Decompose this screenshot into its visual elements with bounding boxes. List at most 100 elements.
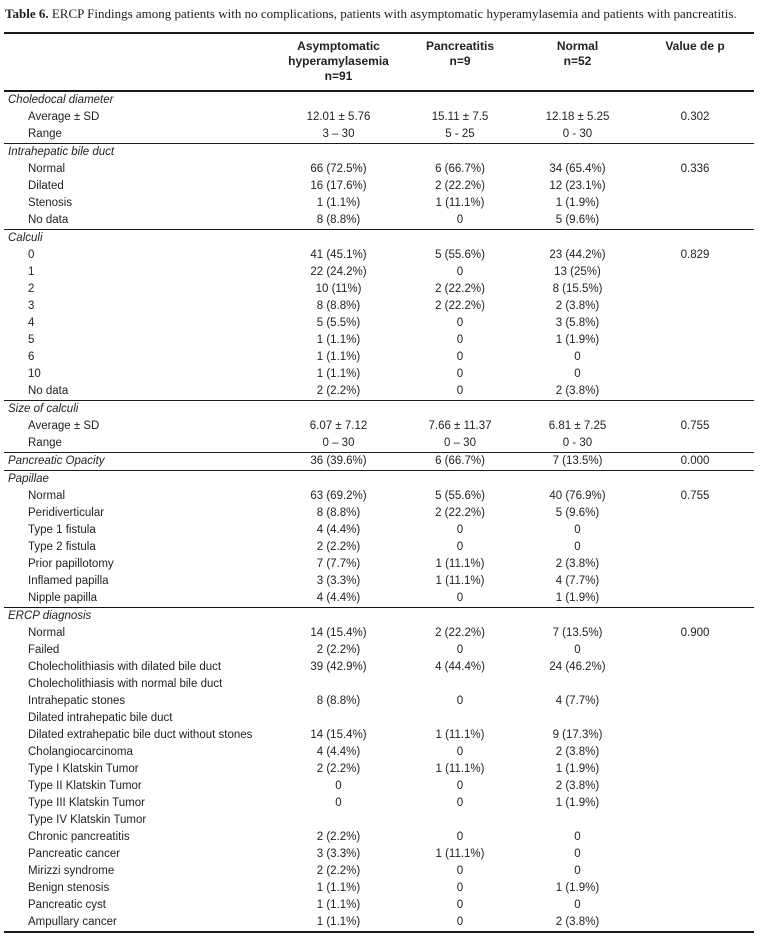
cell-value [636,556,754,573]
table-caption-text: ERCP Findings among patients with no com… [48,6,737,21]
table-row: Type III Klatskin Tumor 0 0 1 (1.9%) [4,795,754,812]
cell-value: 0.302 [680,111,710,123]
cell-value: 22 (24.2%) [310,266,367,278]
cell-value: 2 (3.8%) [555,300,600,312]
section-title: Size of calculi [4,400,276,418]
section-title: Calculi [4,229,276,247]
section-title: Papillae [4,470,276,488]
table-caption-number: Table 6. [5,6,49,21]
cell-value: 0 [456,592,464,604]
cell-value: 0 [574,899,581,911]
cell-value: 3 – 30 [322,128,355,140]
cell-value: 1 (1.1%) [316,197,361,209]
cell-value: 0.755 [680,420,710,432]
section-header-row: Pancreatic Opacity 36 (39.6%) 6 (66.7%) 7 (… [4,452,754,471]
cell-value [276,710,401,727]
row-label: Chronic pancreatitis [28,831,130,843]
table-row: Prior papillotomy 7 (7.7%) 1 (11.1%) 2 (3.8… [4,556,754,573]
cell-value: 2 (3.8%) [555,558,600,570]
table-row: Normal 63 (69.2%) 5 (55.6%) 40 (76.9%) 0.755 [4,488,754,505]
cell-value [636,435,754,453]
table-row: Type IV Klatskin Tumor [4,812,754,829]
cell-value: 2 (2.2%) [316,763,361,775]
row-label: Dilated extrahepatic bile duct without s… [28,729,253,741]
cell-value [519,676,636,693]
cell-value: 0 [574,865,581,877]
cell-value [636,470,754,488]
cell-value: 4 (7.7%) [555,575,600,587]
row-label: Dilated intrahepatic bile duct [28,712,173,724]
cell-value: 0 - 30 [562,128,593,140]
cell-value: 12.18 ± 5.25 [545,111,610,123]
row-label: Type 2 fistula [28,541,96,553]
cell-value [636,829,754,846]
cell-value [519,229,636,247]
row-label: Intrahepatic stones [28,695,126,707]
row-label: 4 [28,317,35,329]
table-row: Failed 2 (2.2%) 0 0 [4,642,754,659]
cell-value: 1 (1.1%) [316,368,361,380]
cell-value: 1 (1.1%) [316,899,361,911]
table-row: Cholecholithiasis with dilated bile duct… [4,659,754,676]
table-row: Type 1 fistula 4 (4.4%) 0 0 [4,522,754,539]
cell-value [636,332,754,349]
cell-value [636,366,754,383]
cell-value: 4 (4.4%) [316,524,361,536]
cell-value: 2 (22.2%) [435,300,485,312]
section-header-row: Choledocal diameter [4,90,754,109]
cell-value [636,897,754,914]
header-cell-empty [4,33,276,91]
row-label: Dilated [28,180,64,192]
cell-value [519,710,636,727]
table-row: Nipple papilla 4 (4.4%) 0 1 (1.9%) [4,590,754,608]
cell-value: 0 [456,334,464,346]
cell-value: 7 (13.5%) [552,627,603,639]
cell-value: 41 (45.1%) [310,249,367,261]
cell-value [636,298,754,315]
cell-value [636,659,754,676]
row-label: Type IV Klatskin Tumor [28,814,147,826]
cell-value [636,178,754,195]
cell-value [636,264,754,281]
cell-value: 0 – 30 [322,437,355,449]
cell-value: 2 (2.2%) [316,831,361,843]
table-row: Chronic pancreatitis 2 (2.2%) 0 0 [4,829,754,846]
table-row: Pancreatic cyst 1 (1.1%) 0 0 [4,897,754,914]
table-row: 4 5 (5.5%) 0 3 (5.8%) [4,315,754,332]
header-cell-pancreatitis: Pancreatitis n=9 [425,39,495,68]
cell-value: 8 (15.5%) [552,283,603,295]
row-label: Type III Klatskin Tumor [28,797,145,809]
row-label: Type 1 fistula [28,524,96,536]
header-cell-p-value: Value de p [665,39,725,53]
table-row: Type 2 fistula 2 (2.2%) 0 0 [4,539,754,556]
row-label: 10 [28,368,41,380]
cell-value: 1 (1.9%) [555,197,600,209]
table-row: Dilated extrahepatic bile duct without s… [4,727,754,744]
cell-value: 0 [574,848,581,860]
cell-value: 16 (17.6%) [310,180,367,192]
cell-value: 1 (1.9%) [555,334,600,346]
cell-value [276,229,401,247]
cell-value: 63 (69.2%) [310,490,367,502]
cell-value [636,744,754,761]
cell-value [636,281,754,298]
row-label: 0 [28,249,35,261]
cell-value [636,846,754,863]
cell-value [636,607,754,625]
cell-value: 8 (8.8%) [316,695,361,707]
cell-value [519,812,636,829]
cell-value: 34 (65.4%) [549,163,606,175]
cell-value: 0 - 30 [562,437,593,449]
cell-value: 6.07 ± 7.12 [309,420,368,432]
cell-value: 0 [456,368,464,380]
cell-value [636,126,754,144]
cell-value: 0 [456,831,464,843]
cell-value: 8 (8.8%) [316,300,361,312]
cell-value [276,400,401,418]
table-row: Range 0 – 30 0 – 30 0 - 30 [4,435,754,453]
table-row: Dilated 16 (17.6%) 2 (22.2%) 12 (23.1%) [4,178,754,195]
section-title: Choledocal diameter [4,90,276,109]
cell-value: 2 (3.8%) [555,780,600,792]
row-label: Ampullary cancer [4,914,276,933]
row-label: Cholangiocarcinoma [28,746,133,758]
